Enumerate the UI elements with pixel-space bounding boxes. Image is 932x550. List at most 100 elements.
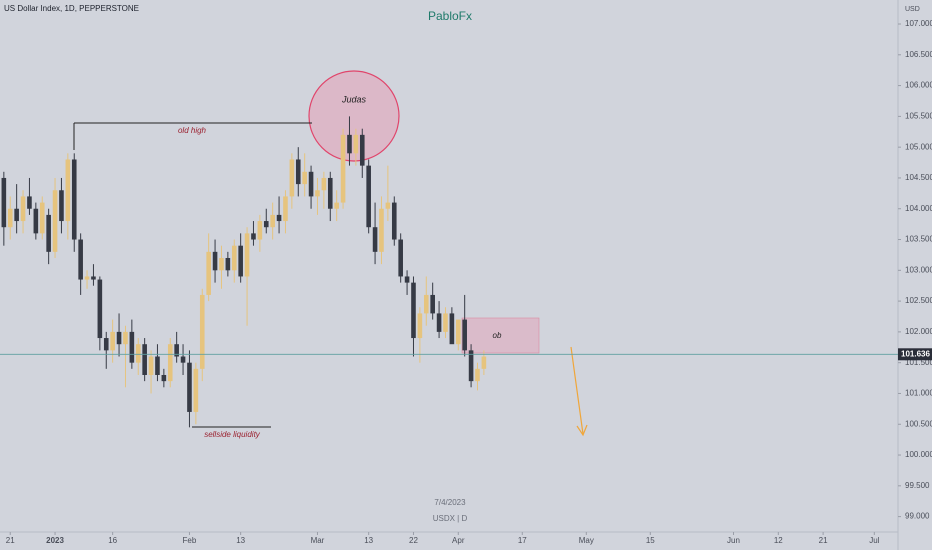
candle-body <box>52 190 58 252</box>
candle-body <box>455 319 461 345</box>
x-tick-label: Jun <box>727 536 740 545</box>
x-tick-label: 13 <box>364 536 373 545</box>
x-tick-label: Jul <box>869 536 879 545</box>
last-price-tag <box>898 348 932 361</box>
x-tick-label: Apr <box>452 536 465 545</box>
candle-body <box>449 313 455 345</box>
candle-body <box>46 214 51 252</box>
x-tick-label: 21 <box>819 536 828 545</box>
candle-body <box>238 245 243 277</box>
y-tick-label: 101.000 <box>905 389 932 398</box>
candle-body <box>174 344 179 357</box>
candle-body <box>436 313 442 332</box>
y-tick-label: 103.500 <box>905 235 932 244</box>
candle-body <box>283 196 288 222</box>
candle-body <box>257 221 263 240</box>
candle-body <box>123 331 128 345</box>
candle-body <box>366 165 371 228</box>
ob-label: ob <box>493 331 502 340</box>
currency: USD <box>905 6 920 13</box>
candle-body <box>193 368 199 412</box>
candle-body <box>59 190 64 222</box>
sellside-label: sellside liquidity <box>204 430 261 439</box>
candle-body <box>423 294 429 314</box>
x-tick-label: Feb <box>183 536 197 545</box>
candle-body <box>7 208 13 228</box>
candle-body <box>14 208 19 222</box>
candle-body <box>219 257 224 271</box>
candle-body <box>276 214 282 222</box>
candle-body <box>167 344 173 382</box>
y-tick-label: 105.500 <box>905 111 932 120</box>
candle-body <box>33 208 39 234</box>
y-tick-label: 106.000 <box>905 81 932 90</box>
candle-body <box>302 171 307 185</box>
footer-symbol: USDX | D <box>433 514 468 523</box>
x-tick-label: 16 <box>108 536 117 545</box>
candle-body <box>315 190 320 197</box>
candle-body <box>462 319 467 351</box>
candle-body <box>398 239 403 277</box>
candle-body <box>327 177 333 209</box>
candle-body <box>372 227 378 252</box>
candle-body <box>404 276 410 283</box>
candle-body <box>379 208 384 252</box>
x-tick-label: May <box>579 536 594 545</box>
candle-body <box>116 331 122 345</box>
candle-body <box>270 214 275 228</box>
candle-body <box>84 276 90 280</box>
candle-body <box>225 257 231 271</box>
candle-body <box>411 282 416 339</box>
author: PabloFx <box>428 9 472 23</box>
candle-body <box>359 134 365 166</box>
candle-body <box>129 331 135 363</box>
candle-body <box>334 202 339 209</box>
candle-body <box>65 159 71 222</box>
candle-body <box>321 177 327 191</box>
candle-body <box>161 374 167 382</box>
candle-body <box>244 233 250 277</box>
candle-body <box>231 245 237 271</box>
y-tick-label: 99.000 <box>905 512 930 521</box>
judas-circle <box>308 70 400 162</box>
candle-body <box>289 159 295 197</box>
candle-body <box>78 239 83 280</box>
candle-body <box>142 344 147 375</box>
y-tick-label: 100.500 <box>905 419 932 428</box>
arrow-head <box>576 424 588 437</box>
candle-body <box>1 177 7 228</box>
candle-body <box>20 196 26 222</box>
candle-body <box>251 233 256 240</box>
candle-body <box>206 251 211 295</box>
y-tick-label: 102.500 <box>905 296 932 305</box>
candle-body <box>347 134 352 154</box>
y-tick-label: 106.500 <box>905 50 932 59</box>
y-tick-label: 100.000 <box>905 450 932 459</box>
candle-body <box>475 368 480 382</box>
candle-body <box>110 331 115 351</box>
candle-body <box>295 159 301 185</box>
candles <box>1 116 487 428</box>
y-tick-label: 103.000 <box>905 265 932 274</box>
candle-body <box>481 356 487 369</box>
last-price-label: 101.636 <box>901 349 930 358</box>
candle-body <box>187 362 192 412</box>
candle-body <box>180 356 186 363</box>
candle-body <box>135 344 141 363</box>
candle-body <box>71 159 77 240</box>
y-tick-label: 107.000 <box>905 19 932 28</box>
y-tick-label: 104.500 <box>905 173 932 182</box>
x-tick-label: 12 <box>774 536 783 545</box>
candle-body <box>353 134 359 154</box>
x-tick-label: 15 <box>646 536 655 545</box>
candle-body <box>468 350 474 382</box>
y-tick-label: 105.000 <box>905 142 932 151</box>
candle-body <box>97 279 103 339</box>
candle-body <box>417 313 423 339</box>
chart-title: US Dollar Index, 1D, PEPPERSTONE <box>4 4 139 13</box>
x-tick-label: 22 <box>409 536 418 545</box>
candle-body <box>340 134 346 203</box>
candle-body <box>27 196 32 209</box>
y-tick-label: 101.500 <box>905 358 932 367</box>
